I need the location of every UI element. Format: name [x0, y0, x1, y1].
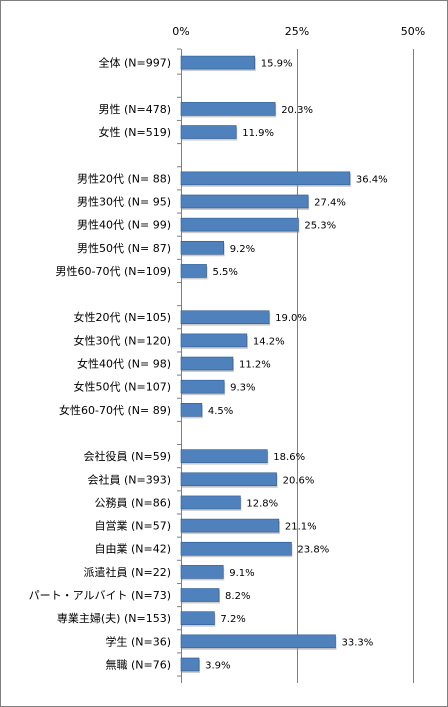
category-label: 女性60-70代 (N= 89) [59, 403, 171, 417]
value-label: 33.3% [342, 637, 374, 648]
value-label: 14.2% [253, 336, 285, 347]
value-label: 19.0% [275, 313, 307, 324]
category-label: 男性20代 (N= 88) [77, 171, 171, 185]
value-label: 20.6% [283, 475, 315, 486]
bar [180, 356, 234, 371]
bar [180, 634, 336, 649]
bar [180, 611, 215, 625]
bar [180, 518, 280, 533]
category-label: 女性50代 (N=107) [73, 380, 171, 394]
value-label: 9.3% [230, 383, 255, 394]
bar [180, 495, 241, 510]
category-label: 会社役員 (N=59) [83, 449, 171, 463]
category-label: パート・アルバイト (N=73) [29, 589, 171, 602]
value-label: 9.2% [230, 244, 255, 255]
value-label: 4.5% [208, 406, 233, 417]
bar [180, 588, 220, 602]
category-label: 専業主婦(夫) (N=153) [57, 611, 171, 625]
value-label: 20.3% [281, 105, 313, 116]
bar [180, 541, 292, 556]
category-label: 女性30代 (N=120) [73, 333, 171, 347]
value-label: 25.3% [304, 221, 336, 232]
grid-layer [297, 49, 414, 683]
value-label: 5.5% [213, 267, 238, 278]
label-layer: 全体 (N=997) 15.9% 男性 (N=478) 20.3% 女性 (N=519)… [29, 56, 388, 672]
value-label: 12.8% [246, 498, 278, 509]
value-label: 7.2% [220, 614, 245, 625]
bar [180, 264, 207, 278]
bar [180, 657, 200, 672]
bar [180, 472, 277, 487]
category-label: 男性60-70代 (N=109) [56, 264, 171, 278]
category-label: 無職 (N=76) [105, 657, 171, 671]
bar [180, 240, 224, 255]
bar [180, 55, 256, 70]
bar [180, 333, 248, 348]
bar [180, 310, 270, 325]
bar [180, 403, 203, 417]
category-label: 派遣社員 (N=22) [83, 565, 171, 579]
value-label: 3.9% [205, 660, 230, 671]
value-label: 36.4% [356, 174, 388, 185]
value-label: 8.2% [225, 591, 250, 602]
category-label: 男性30代 (N= 95) [77, 194, 171, 208]
category-label: 全体 (N=997) [98, 56, 171, 70]
bar [180, 171, 351, 186]
category-label: 公務員 (N=86) [94, 495, 171, 509]
value-label: 15.9% [261, 59, 293, 70]
value-label: 11.2% [239, 360, 271, 371]
category-label: 会社員 (N=393) [87, 472, 171, 486]
bar [180, 102, 276, 116]
category-label: 自由業 (N=42) [94, 542, 171, 556]
category-label: 男性40代 (N= 99) [77, 218, 171, 232]
category-label: 女性20代 (N=105) [73, 310, 171, 324]
category-label: 男性 (N=478) [98, 102, 171, 116]
value-label: 27.4% [314, 197, 346, 208]
bar [180, 449, 268, 463]
value-label: 23.8% [297, 545, 329, 556]
value-label: 21.1% [285, 522, 317, 533]
category-label: 女性40代 (N= 98) [77, 357, 171, 371]
bar [180, 194, 309, 209]
bar [180, 565, 224, 579]
bar [180, 125, 237, 139]
bar [180, 379, 225, 394]
value-label: 11.9% [242, 128, 274, 139]
x-tick-label: 0% [172, 25, 189, 38]
axis-layer: 0% 25% 50% [172, 25, 425, 683]
category-label: 学生 (N=36) [105, 634, 171, 648]
x-tick-label: 25% [285, 25, 309, 38]
bar-layer [180, 55, 351, 673]
value-label: 9.1% [229, 568, 254, 579]
category-label: 自営業 (N=57) [94, 519, 171, 533]
category-label: 男性50代 (N= 87) [77, 241, 171, 255]
bar [180, 217, 299, 232]
value-label: 18.6% [273, 452, 305, 463]
x-tick-label: 50% [401, 25, 425, 38]
category-label: 女性 (N=519) [98, 125, 171, 139]
